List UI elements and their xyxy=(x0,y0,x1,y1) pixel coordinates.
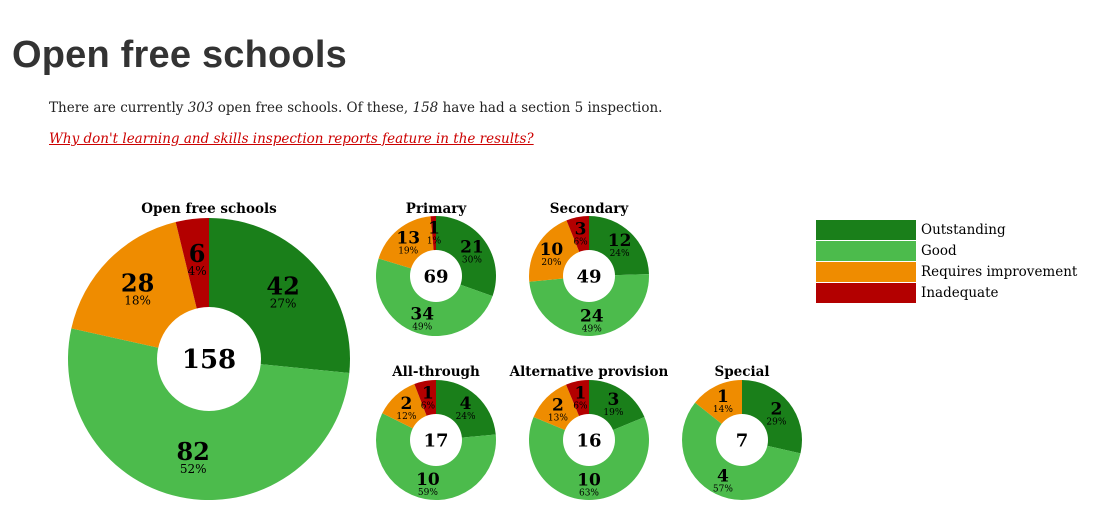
primary-value-good: 34 xyxy=(410,305,434,325)
all-through-chart-title: All-through xyxy=(391,364,480,380)
alternative-provision-value-outstanding: 3 xyxy=(607,390,619,410)
open-free-schools-value-outstanding: 42 xyxy=(266,271,299,300)
alternative-provision-donut-hole xyxy=(563,414,615,466)
special-total: 7 xyxy=(736,430,749,451)
primary-value-requires-improvement: 13 xyxy=(396,229,420,249)
open-free-schools-percent-good: 52% xyxy=(180,462,207,476)
secondary-percent-inadequate: 6% xyxy=(573,238,588,248)
intro-text: There are currently 303 open free school… xyxy=(49,100,662,116)
legend-swatch-outstanding xyxy=(816,219,916,240)
secondary-value-good: 24 xyxy=(580,307,604,327)
secondary-percent-requires-improvement: 20% xyxy=(541,258,561,268)
legend-swatch-requires-improvement xyxy=(816,261,916,282)
special-percent-requires-improvement: 14% xyxy=(713,405,733,415)
all-through-value-inadequate: 1 xyxy=(422,383,434,403)
secondary-donut-hole xyxy=(563,250,615,302)
legend-label-inadequate: Inadequate xyxy=(921,284,999,301)
special-value-good: 4 xyxy=(717,466,729,486)
secondary-slice-good xyxy=(529,274,649,336)
alternative-provision-chart-title: Alternative provision xyxy=(509,364,669,380)
all-through-donut-hole xyxy=(410,414,462,466)
open-free-schools-percent-requires-improvement: 18% xyxy=(124,293,151,307)
primary-percent-requires-improvement: 19% xyxy=(398,247,418,257)
alternative-provision-percent-good: 63% xyxy=(579,489,599,499)
alternative-provision-percent-requires-improvement: 13% xyxy=(548,414,568,424)
open-free-schools-slice-good xyxy=(67,328,350,501)
open-free-schools-chart-title: Open free schools xyxy=(141,201,277,217)
open-free-schools-total: 158 xyxy=(182,345,236,375)
legend-label-requires-improvement: Requires improvement xyxy=(921,263,1078,280)
primary-total: 69 xyxy=(423,266,448,287)
alternative-provision-percent-inadequate: 6% xyxy=(573,402,588,412)
special-donut: Special 229% 457% 114% 7 xyxy=(682,364,803,500)
alternative-provision-value-requires-improvement: 2 xyxy=(552,396,564,416)
legend-label-outstanding: Outstanding xyxy=(921,221,1006,238)
legend-item-outstanding: Outstanding xyxy=(816,219,1077,240)
legend-label-good: Good xyxy=(921,242,957,259)
legend-item-good: Good xyxy=(816,240,1077,261)
all-through-percent-good: 59% xyxy=(418,488,438,498)
all-through-percent-outstanding: 24% xyxy=(456,412,476,422)
secondary-percent-good: 49% xyxy=(582,325,602,335)
secondary-total: 49 xyxy=(576,266,601,287)
open-free-schools-donut-hole xyxy=(157,307,261,411)
intro-suffix: have had a section 5 inspection. xyxy=(438,100,663,116)
alternative-provision-value-inadequate: 1 xyxy=(574,384,586,404)
alternative-provision-total: 16 xyxy=(576,430,601,451)
secondary-chart-title: Secondary xyxy=(550,201,630,217)
primary-value-outstanding: 21 xyxy=(460,237,484,257)
open-free-schools-value-requires-improvement: 28 xyxy=(121,268,154,297)
special-percent-good: 57% xyxy=(713,484,733,494)
primary-percent-good: 49% xyxy=(412,323,432,333)
all-through-value-outstanding: 4 xyxy=(460,394,472,414)
legend-item-inadequate: Inadequate xyxy=(816,282,1077,303)
legend-item-requires-improvement: Requires improvement xyxy=(816,261,1077,282)
special-chart-title: Special xyxy=(714,364,769,380)
all-through-percent-requires-improvement: 12% xyxy=(396,412,416,422)
legend-swatch-inadequate xyxy=(816,282,916,303)
legend-swatch-good xyxy=(816,240,916,261)
learning-skills-help-link[interactable]: Why don't learning and skills inspection… xyxy=(49,131,534,147)
alternative-provision-percent-outstanding: 19% xyxy=(603,408,623,418)
inspected-count: 158 xyxy=(412,100,439,116)
legend: Outstanding Good Requires improvement In… xyxy=(816,219,1077,303)
primary-percent-outstanding: 30% xyxy=(462,255,482,265)
primary-value-inadequate: 1 xyxy=(428,219,440,239)
intro-prefix: There are currently xyxy=(49,100,188,116)
special-value-requires-improvement: 1 xyxy=(717,387,729,407)
total-open-count: 303 xyxy=(187,100,214,116)
open-free-schools-percent-outstanding: 27% xyxy=(270,296,297,310)
special-donut-hole xyxy=(716,414,768,466)
open-free-schools-value-good: 82 xyxy=(176,437,209,466)
all-through-total: 17 xyxy=(423,430,448,451)
primary-chart-title: Primary xyxy=(406,201,468,217)
primary-donut-hole xyxy=(410,250,462,302)
special-percent-outstanding: 29% xyxy=(766,417,786,427)
open-free-schools-value-inadequate: 6 xyxy=(189,239,206,268)
page-title: Open free schools xyxy=(12,34,347,76)
intro-middle: open free schools. Of these, xyxy=(213,100,413,116)
secondary-value-requires-improvement: 10 xyxy=(540,240,564,260)
open-free-schools-percent-inadequate: 4% xyxy=(188,264,207,278)
secondary-percent-outstanding: 24% xyxy=(610,249,630,259)
special-value-outstanding: 2 xyxy=(770,399,782,419)
all-through-percent-inadequate: 6% xyxy=(421,401,436,411)
secondary-value-inadequate: 3 xyxy=(575,220,587,240)
all-through-value-good: 10 xyxy=(416,470,440,490)
alternative-provision-value-good: 10 xyxy=(577,471,601,491)
all-through-value-requires-improvement: 2 xyxy=(400,394,412,414)
primary-percent-inadequate: 1% xyxy=(427,237,442,247)
secondary-value-outstanding: 12 xyxy=(608,231,632,251)
